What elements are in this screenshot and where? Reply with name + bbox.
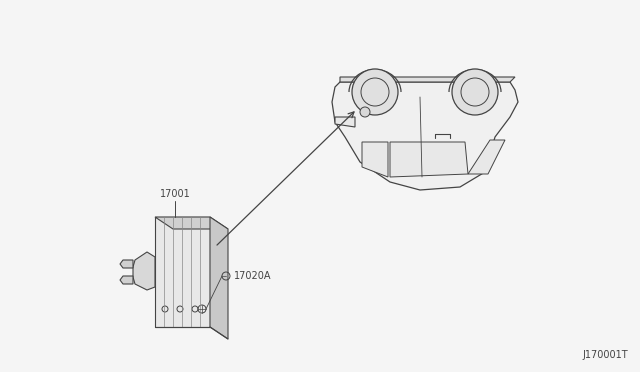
Text: 17020A: 17020A [234,271,271,281]
Circle shape [352,69,398,115]
Polygon shape [120,276,133,284]
Polygon shape [155,217,228,229]
Polygon shape [390,142,468,177]
Polygon shape [362,142,388,177]
Polygon shape [468,140,505,174]
Text: 17001: 17001 [160,189,191,199]
Polygon shape [155,217,210,327]
Circle shape [360,107,370,117]
Text: J170001T: J170001T [582,350,628,360]
Polygon shape [335,117,355,127]
Polygon shape [332,82,518,190]
Polygon shape [340,77,515,82]
Polygon shape [120,260,133,268]
Polygon shape [133,252,155,290]
Circle shape [452,69,498,115]
Polygon shape [210,217,228,339]
